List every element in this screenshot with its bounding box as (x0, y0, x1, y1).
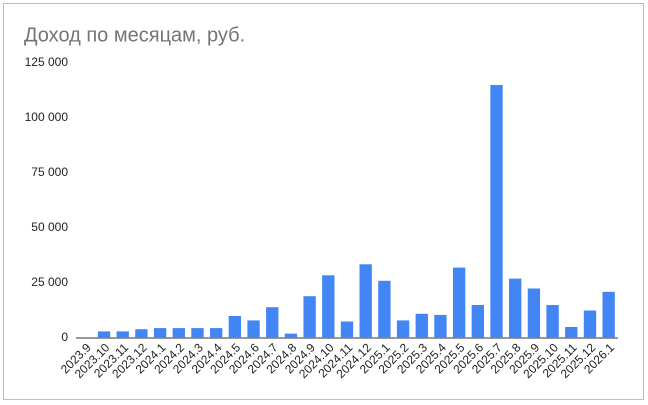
bar (116, 331, 129, 338)
bar (415, 313, 428, 338)
y-tick-label: 25 000 (31, 275, 68, 289)
bar (565, 327, 578, 338)
bar (471, 305, 484, 338)
bar (509, 278, 522, 338)
bar (247, 320, 260, 338)
chart-frame (3, 3, 644, 400)
bar (602, 291, 615, 338)
bar (396, 320, 410, 338)
bar (284, 333, 298, 338)
bar (583, 310, 597, 338)
y-tick-label: 0 (61, 330, 68, 344)
y-tick-label: 125 000 (25, 55, 69, 69)
bar (527, 288, 541, 338)
bar (228, 316, 242, 338)
chart-title: Доход по месяцам, руб. (24, 24, 245, 46)
bar (452, 267, 466, 338)
bar (340, 321, 354, 338)
bar (153, 328, 167, 338)
bar (97, 331, 111, 338)
bar (266, 307, 279, 338)
bar (210, 328, 223, 338)
y-tick-label: 100 000 (25, 110, 69, 124)
y-tick-label: 50 000 (31, 220, 68, 234)
bar (303, 296, 316, 338)
bar (135, 329, 148, 338)
bar (434, 314, 447, 338)
bar (322, 275, 335, 338)
bar (191, 328, 204, 338)
bar (378, 280, 391, 338)
bar (546, 305, 559, 338)
y-tick-label: 75 000 (31, 165, 68, 179)
bar (172, 328, 185, 338)
bar (490, 85, 503, 338)
bar (359, 264, 372, 338)
